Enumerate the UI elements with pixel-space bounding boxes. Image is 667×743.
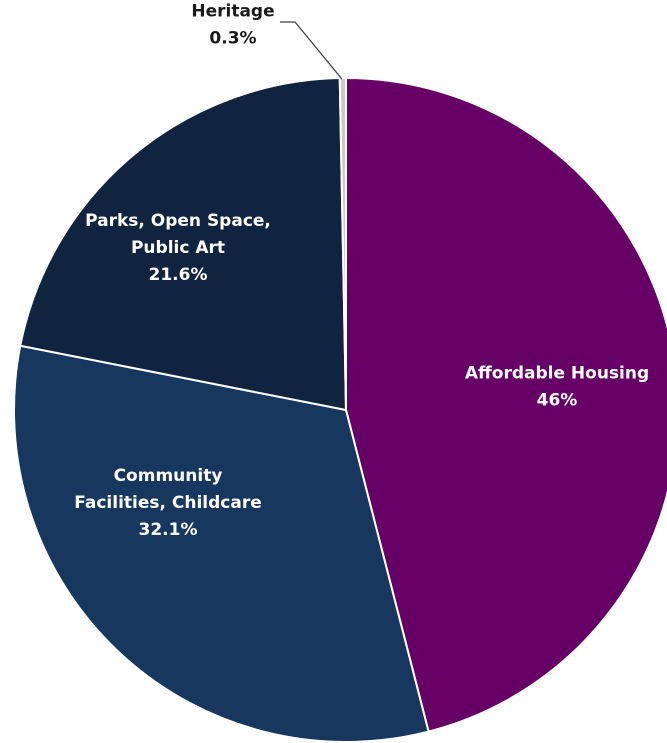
slice-label-2: Parks, Open Space, Public Art 21.6% [85,211,271,285]
slice-label-1: Community Facilities, Childcare 32.1% [74,466,262,540]
pie-slice-2 [19,77,348,412]
slice-value-label: 32.1% [139,520,198,540]
pie-slice-0 [345,76,667,733]
slice-category-label: Community [114,466,223,486]
slice-category-label: Affordable Housing [465,364,649,384]
leader-line [280,21,343,80]
slice-label-3: Heritage 0.3% [191,2,274,49]
slice-label-0: Affordable Housing 46% [465,364,649,411]
slice-category-label: Facilities, Childcare [74,493,262,513]
slice-value-label: 21.6% [149,265,208,285]
pie-slice-3 [338,76,347,411]
slice-category-label: Heritage [191,2,274,22]
pie-slice-1 [13,344,430,743]
slice-value-label: 0.3% [209,29,256,49]
slice-category-label: Public Art [131,238,225,258]
slice-value-label: 46% [537,391,578,411]
slice-category-label: Parks, Open Space, [85,211,271,231]
